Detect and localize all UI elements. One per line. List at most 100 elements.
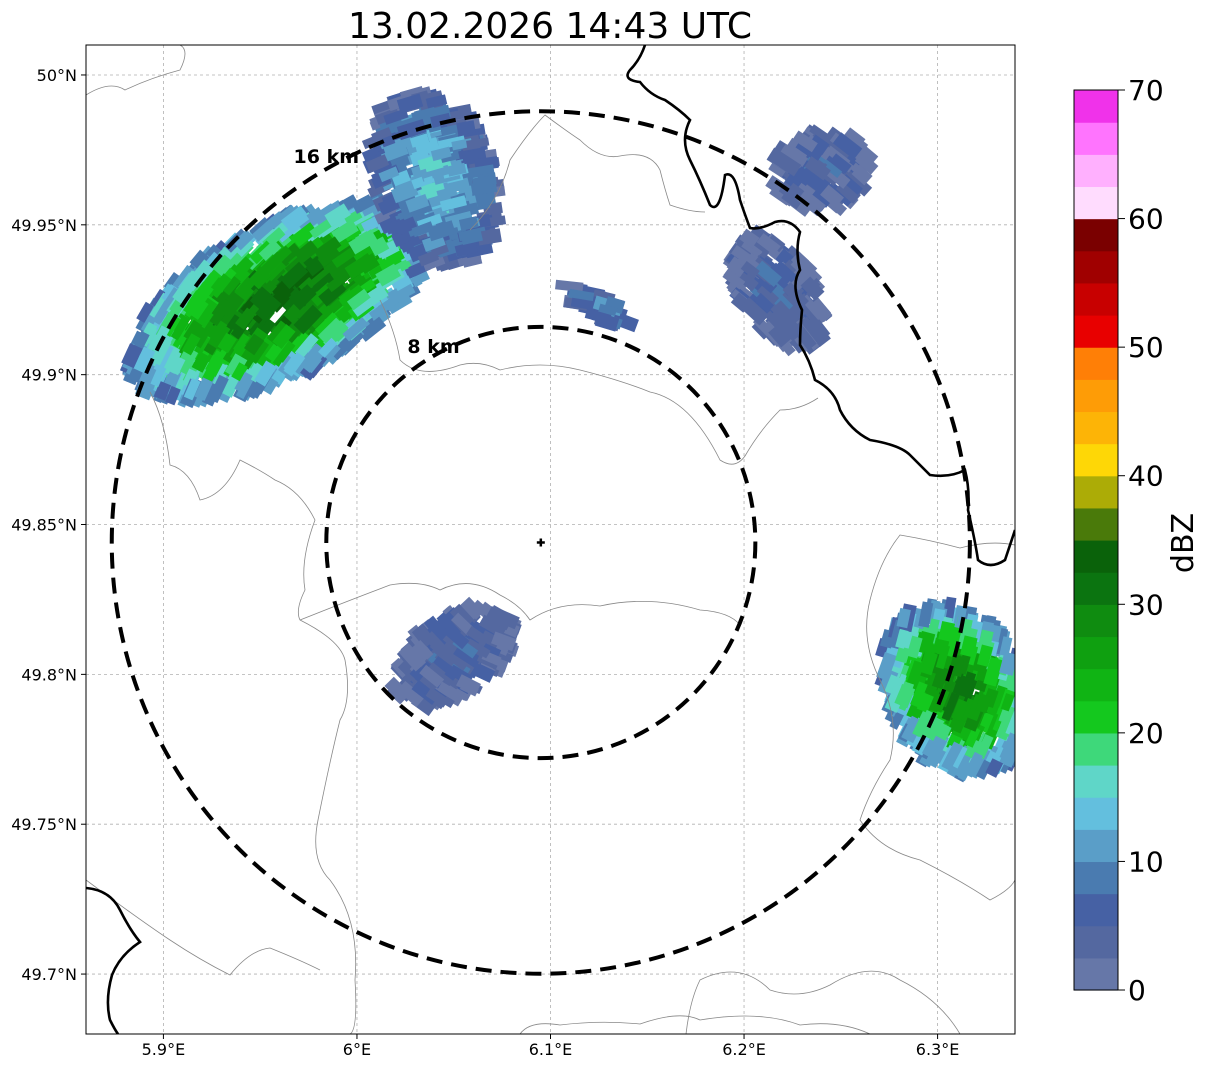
echo-bin — [293, 304, 323, 335]
echo-bin — [931, 665, 949, 690]
echo-bin — [205, 354, 224, 375]
echo-bin — [726, 256, 748, 277]
echo-bin — [975, 759, 993, 780]
echo-bin — [343, 209, 363, 226]
echo-bin — [136, 301, 156, 325]
echo-bin — [1000, 693, 1015, 712]
echo-bin — [951, 698, 969, 722]
echo-bin — [465, 638, 491, 659]
echo-bin — [249, 286, 272, 310]
echo-bin — [804, 156, 831, 181]
echo-bin — [466, 137, 490, 149]
colorbar-tick-label: 0 — [1128, 974, 1146, 1007]
echo-bin — [383, 140, 407, 161]
echo-bin — [338, 284, 367, 310]
map-content: 8 km 16 km — [86, 45, 1039, 1034]
echo-bin — [490, 631, 517, 652]
admin-border-line — [149, 391, 357, 1034]
colorbar-segment — [1074, 540, 1118, 573]
echo-bin — [378, 166, 400, 183]
echo-bin — [1013, 703, 1015, 725]
colorbar-segment — [1074, 893, 1118, 927]
echo-bin — [792, 130, 818, 153]
range-ring-label: 16 km — [294, 146, 360, 168]
echo-bin — [283, 353, 304, 375]
admin-border-line — [859, 534, 1015, 901]
echo-bin — [1019, 692, 1037, 715]
colorbar-segment — [1074, 861, 1118, 895]
echo-bin — [466, 625, 490, 647]
echo-bin — [353, 196, 375, 214]
echo-bin — [960, 635, 978, 658]
echo-bin — [454, 241, 478, 258]
echo-bin — [832, 132, 863, 160]
echo-bin — [771, 305, 799, 334]
echo-bin — [976, 644, 993, 667]
colorbar-segment — [1074, 186, 1118, 220]
colorbar-segment — [1074, 604, 1118, 638]
echo-bin — [906, 635, 923, 659]
echo-bin — [378, 253, 402, 272]
echo-bin — [397, 680, 425, 708]
echo-bin — [331, 323, 350, 342]
echo-bin — [289, 331, 312, 356]
radar-echo-layer — [119, 85, 1039, 783]
colorbar-frame — [1073, 89, 1119, 991]
echo-bin — [244, 333, 265, 356]
colorbar-segment — [1074, 925, 1118, 959]
colorbar-tick-label: 10 — [1128, 845, 1164, 878]
echo-bin — [778, 143, 809, 170]
echo-bin — [791, 322, 817, 351]
echo-bin — [425, 687, 449, 708]
admin-border-line — [86, 879, 321, 976]
echo-bin — [249, 340, 270, 364]
echo-bin — [150, 365, 167, 388]
colorbar-segment — [1074, 122, 1118, 155]
echo-bin — [397, 232, 423, 253]
echo-small-cell — [555, 279, 639, 333]
echo-bin — [291, 222, 318, 248]
echo-bin — [121, 343, 143, 369]
echo-bin — [851, 164, 873, 186]
echo-bin — [166, 354, 186, 376]
echo-bin — [1022, 681, 1039, 700]
echo-bin — [170, 315, 190, 341]
echo-bin — [842, 127, 866, 150]
echo-bin — [342, 317, 369, 342]
echo-bin — [975, 733, 994, 760]
echo-bin — [348, 229, 378, 255]
echo-bin — [964, 726, 981, 748]
echo-bin — [171, 264, 195, 293]
colorbar-segment — [1074, 700, 1118, 734]
echo-bin — [398, 642, 426, 672]
echo-west-cell — [119, 191, 441, 409]
colorbar-segment — [1074, 765, 1118, 798]
echo-bin — [410, 639, 434, 664]
echo-bin — [212, 254, 235, 278]
echo-bin — [1013, 688, 1015, 715]
admin-borders — [86, 45, 1015, 1034]
echo-bin — [421, 253, 446, 272]
echo-bin — [132, 346, 156, 374]
echo-bin — [753, 260, 782, 288]
echo-bin — [386, 681, 410, 705]
echo-bin — [394, 216, 418, 236]
longitude-ticks: 5.9°E 6°E 6.1°E 6.2°E 6.3°E — [142, 1034, 959, 1059]
echo-bin — [423, 157, 444, 173]
echo-bin — [331, 247, 356, 269]
echo-bin — [446, 162, 467, 177]
echo-bin — [906, 660, 925, 686]
echo-bin — [829, 153, 852, 175]
echo-bin — [800, 316, 824, 344]
x-tick-label: 6.1°E — [529, 1040, 573, 1059]
echo-bin — [794, 166, 823, 191]
echo-bin — [376, 239, 400, 260]
echo-bin — [294, 333, 319, 359]
echo-bin — [478, 614, 507, 638]
country-border-southwest — [86, 886, 142, 1034]
echo-southeast-cell — [874, 596, 1039, 783]
echo-bin — [313, 236, 342, 261]
echo-bin — [435, 681, 465, 707]
y-tick-label: 49.8°N — [21, 665, 77, 684]
echo-bin — [730, 245, 756, 267]
